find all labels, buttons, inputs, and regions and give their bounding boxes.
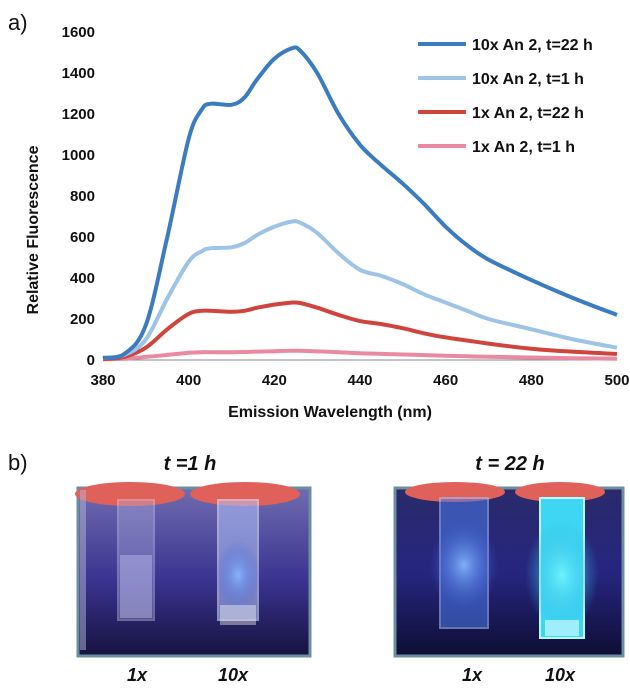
x-tick-label: 460 (433, 372, 458, 389)
y-tick-label: 1600 (62, 24, 95, 41)
x-tick-label: 480 (519, 372, 544, 389)
y-axis-ticks: 0 200 400 600 800 1000 1200 1400 1600 (62, 24, 95, 369)
y-tick-label: 1200 (62, 106, 95, 123)
x-tick-label: 500 (604, 372, 629, 389)
photo-1-label-10x: 10x (218, 665, 249, 685)
x-tick-label: 380 (90, 372, 115, 389)
y-tick-label: 800 (70, 188, 95, 205)
series-line (102, 219, 618, 360)
legend-label: 1x An 2, t=22 h (472, 105, 584, 122)
photo-1-title: t =1 h (164, 453, 217, 475)
legend: 10x An 2, t=22 h 10x An 2, t=1 h 1x An 2, … (418, 37, 593, 156)
legend-label: 1x An 2, t=1 h (472, 139, 575, 156)
photo-2-label-1x: 1x (462, 665, 483, 685)
photo-1-cuvettes (75, 482, 312, 658)
x-axis-ticks: 380 400 420 440 460 480 500 (90, 372, 629, 389)
panel-a-label: a) (8, 10, 28, 35)
photo-2-title: t = 22 h (475, 453, 544, 475)
y-tick-label: 0 (87, 352, 95, 369)
series-line (102, 300, 618, 361)
y-axis-label: Relative Fluorescence (25, 145, 42, 314)
y-tick-label: 600 (70, 229, 95, 246)
x-tick-label: 420 (262, 372, 287, 389)
y-tick-label: 1400 (62, 65, 95, 82)
series-line (102, 45, 618, 360)
photo-2-cuvettes (393, 482, 625, 658)
panel-b-label: b) (8, 450, 28, 475)
series-lines (102, 45, 618, 362)
legend-label: 10x An 2, t=22 h (472, 37, 593, 54)
x-tick-label: 440 (347, 372, 372, 389)
photo-2-label-10x: 10x (545, 665, 576, 685)
y-tick-label: 400 (70, 270, 95, 287)
series-line (102, 348, 618, 362)
x-axis-label: Emission Wavelength (nm) (228, 404, 432, 421)
y-tick-label: 1000 (62, 147, 95, 164)
photo-1-label-1x: 1x (127, 665, 148, 685)
x-tick-label: 400 (176, 372, 201, 389)
y-tick-label: 200 (70, 311, 95, 328)
legend-label: 10x An 2, t=1 h (472, 71, 584, 88)
fluorescence-chart: 0 200 400 600 800 1000 1200 1400 1600 380 400 420 4… (25, 24, 630, 421)
